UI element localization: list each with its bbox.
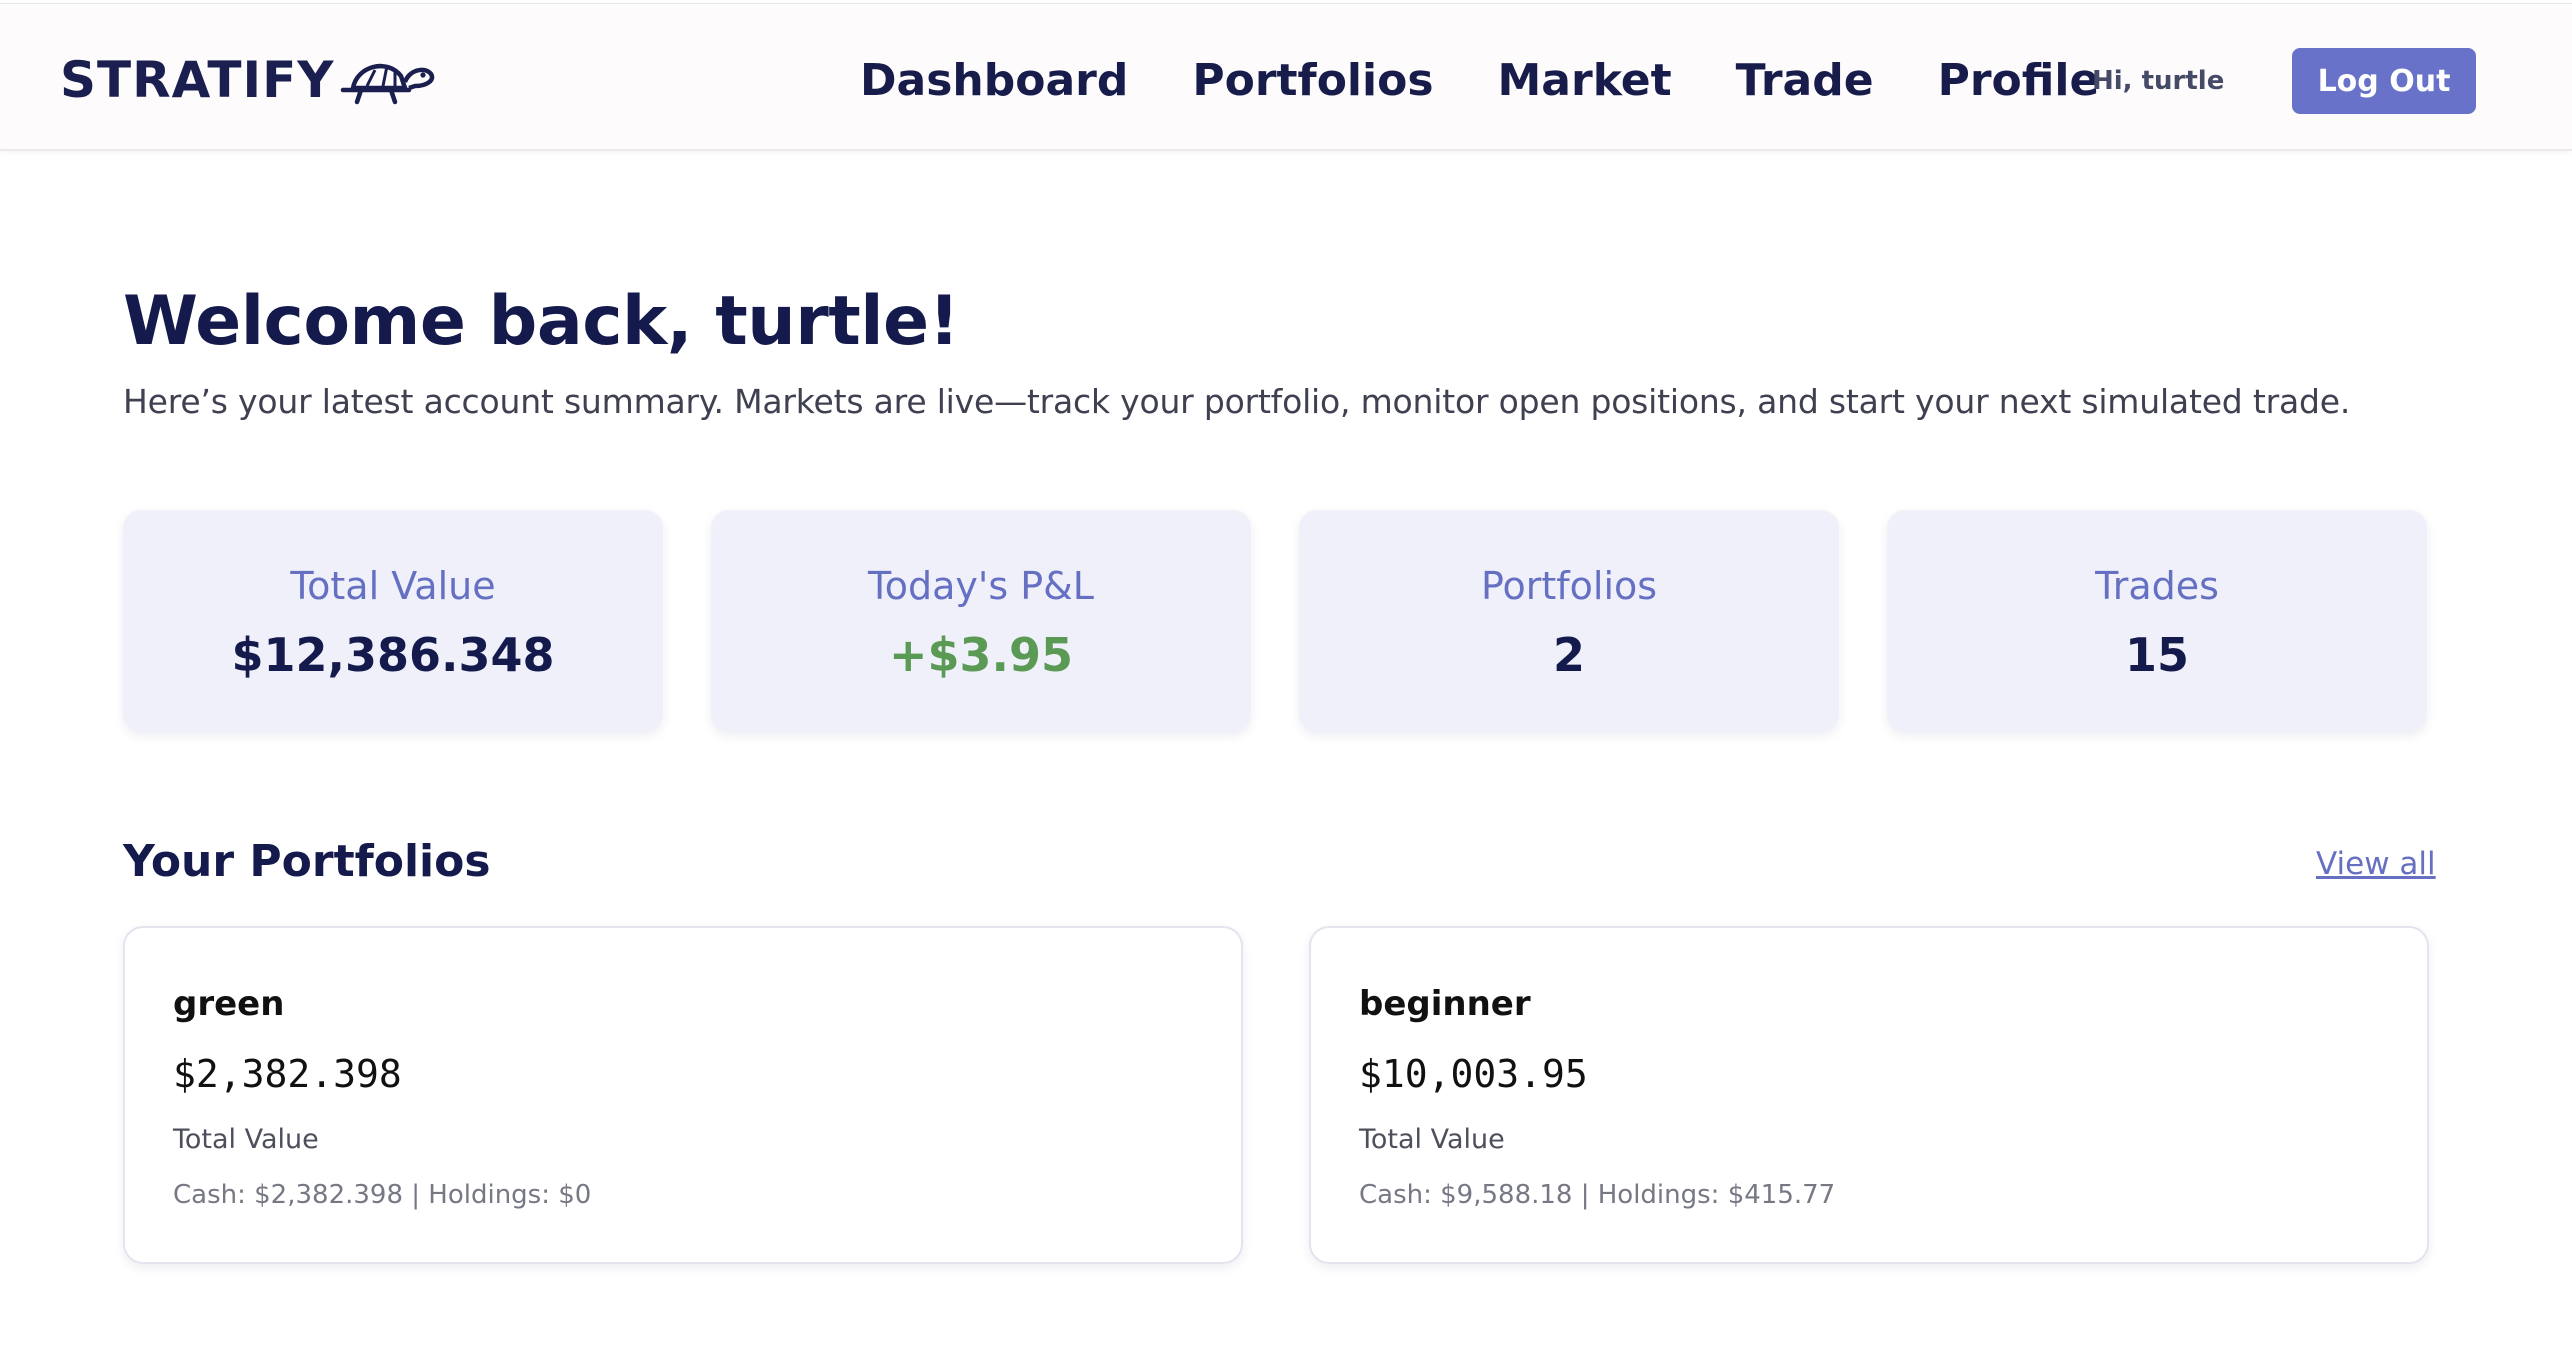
portfolio-breakdown: Cash: $2,382.398 | Holdings: $0 — [173, 1180, 592, 1210]
portfolio-value: $10,003.95 — [1359, 1052, 1588, 1096]
logout-button[interactable]: Log Out — [2292, 48, 2476, 114]
portfolio-name: beginner — [1359, 984, 1531, 1024]
portfolio-value-label: Total Value — [1359, 1124, 1505, 1155]
stat-label: Total Value — [290, 564, 496, 608]
portfolio-value-label: Total Value — [173, 1124, 319, 1155]
nav-link-dashboard[interactable]: Dashboard — [860, 54, 1129, 106]
nav-link-portfolios[interactable]: Portfolios — [1192, 54, 1434, 106]
stat-value: +$3.95 — [888, 628, 1074, 682]
logo-text: STRATIFY — [60, 51, 335, 109]
user-greeting: Hi, turtle — [2092, 66, 2225, 96]
stat-card-todays-pnl: Today's P&L +$3.95 — [711, 510, 1251, 732]
nav-link-trade[interactable]: Trade — [1735, 54, 1874, 106]
stat-value: $12,386.348 — [231, 628, 555, 682]
portfolio-card-beginner[interactable]: beginner $10,003.95 Total Value Cash: $9… — [1309, 926, 2429, 1264]
page-subtitle: Here’s your latest account summary. Mark… — [123, 382, 2351, 421]
stat-label: Today's P&L — [868, 564, 1094, 608]
stat-card-total-value: Total Value $12,386.348 — [123, 510, 663, 732]
portfolio-name: green — [173, 984, 285, 1024]
nav-links: Dashboard Portfolios Market Trade Profil… — [860, 50, 2099, 110]
stat-card-trades: Trades 15 — [1887, 510, 2427, 732]
portfolio-breakdown: Cash: $9,588.18 | Holdings: $415.77 — [1359, 1180, 1836, 1210]
view-all-link[interactable]: View all — [2316, 846, 2436, 882]
section-title-portfolios: Your Portfolios — [123, 836, 491, 887]
turtle-icon — [340, 63, 434, 105]
stat-card-portfolios: Portfolios 2 — [1299, 510, 1839, 732]
top-navbar: STRATIFY Dashboard Portfolios Market Tra… — [0, 3, 2572, 151]
nav-link-profile[interactable]: Profile — [1937, 54, 2100, 106]
portfolio-value: $2,382.398 — [173, 1052, 402, 1096]
nav-link-market[interactable]: Market — [1497, 54, 1672, 106]
stat-value: 15 — [2124, 628, 2189, 682]
page-title: Welcome back, turtle! — [123, 282, 960, 361]
portfolio-card-green[interactable]: green $2,382.398 Total Value Cash: $2,38… — [123, 926, 1243, 1264]
stat-label: Portfolios — [1480, 564, 1658, 608]
stat-label: Trades — [2095, 564, 2219, 608]
stat-value: 2 — [1552, 628, 1585, 682]
logo[interactable]: STRATIFY — [60, 50, 439, 110]
